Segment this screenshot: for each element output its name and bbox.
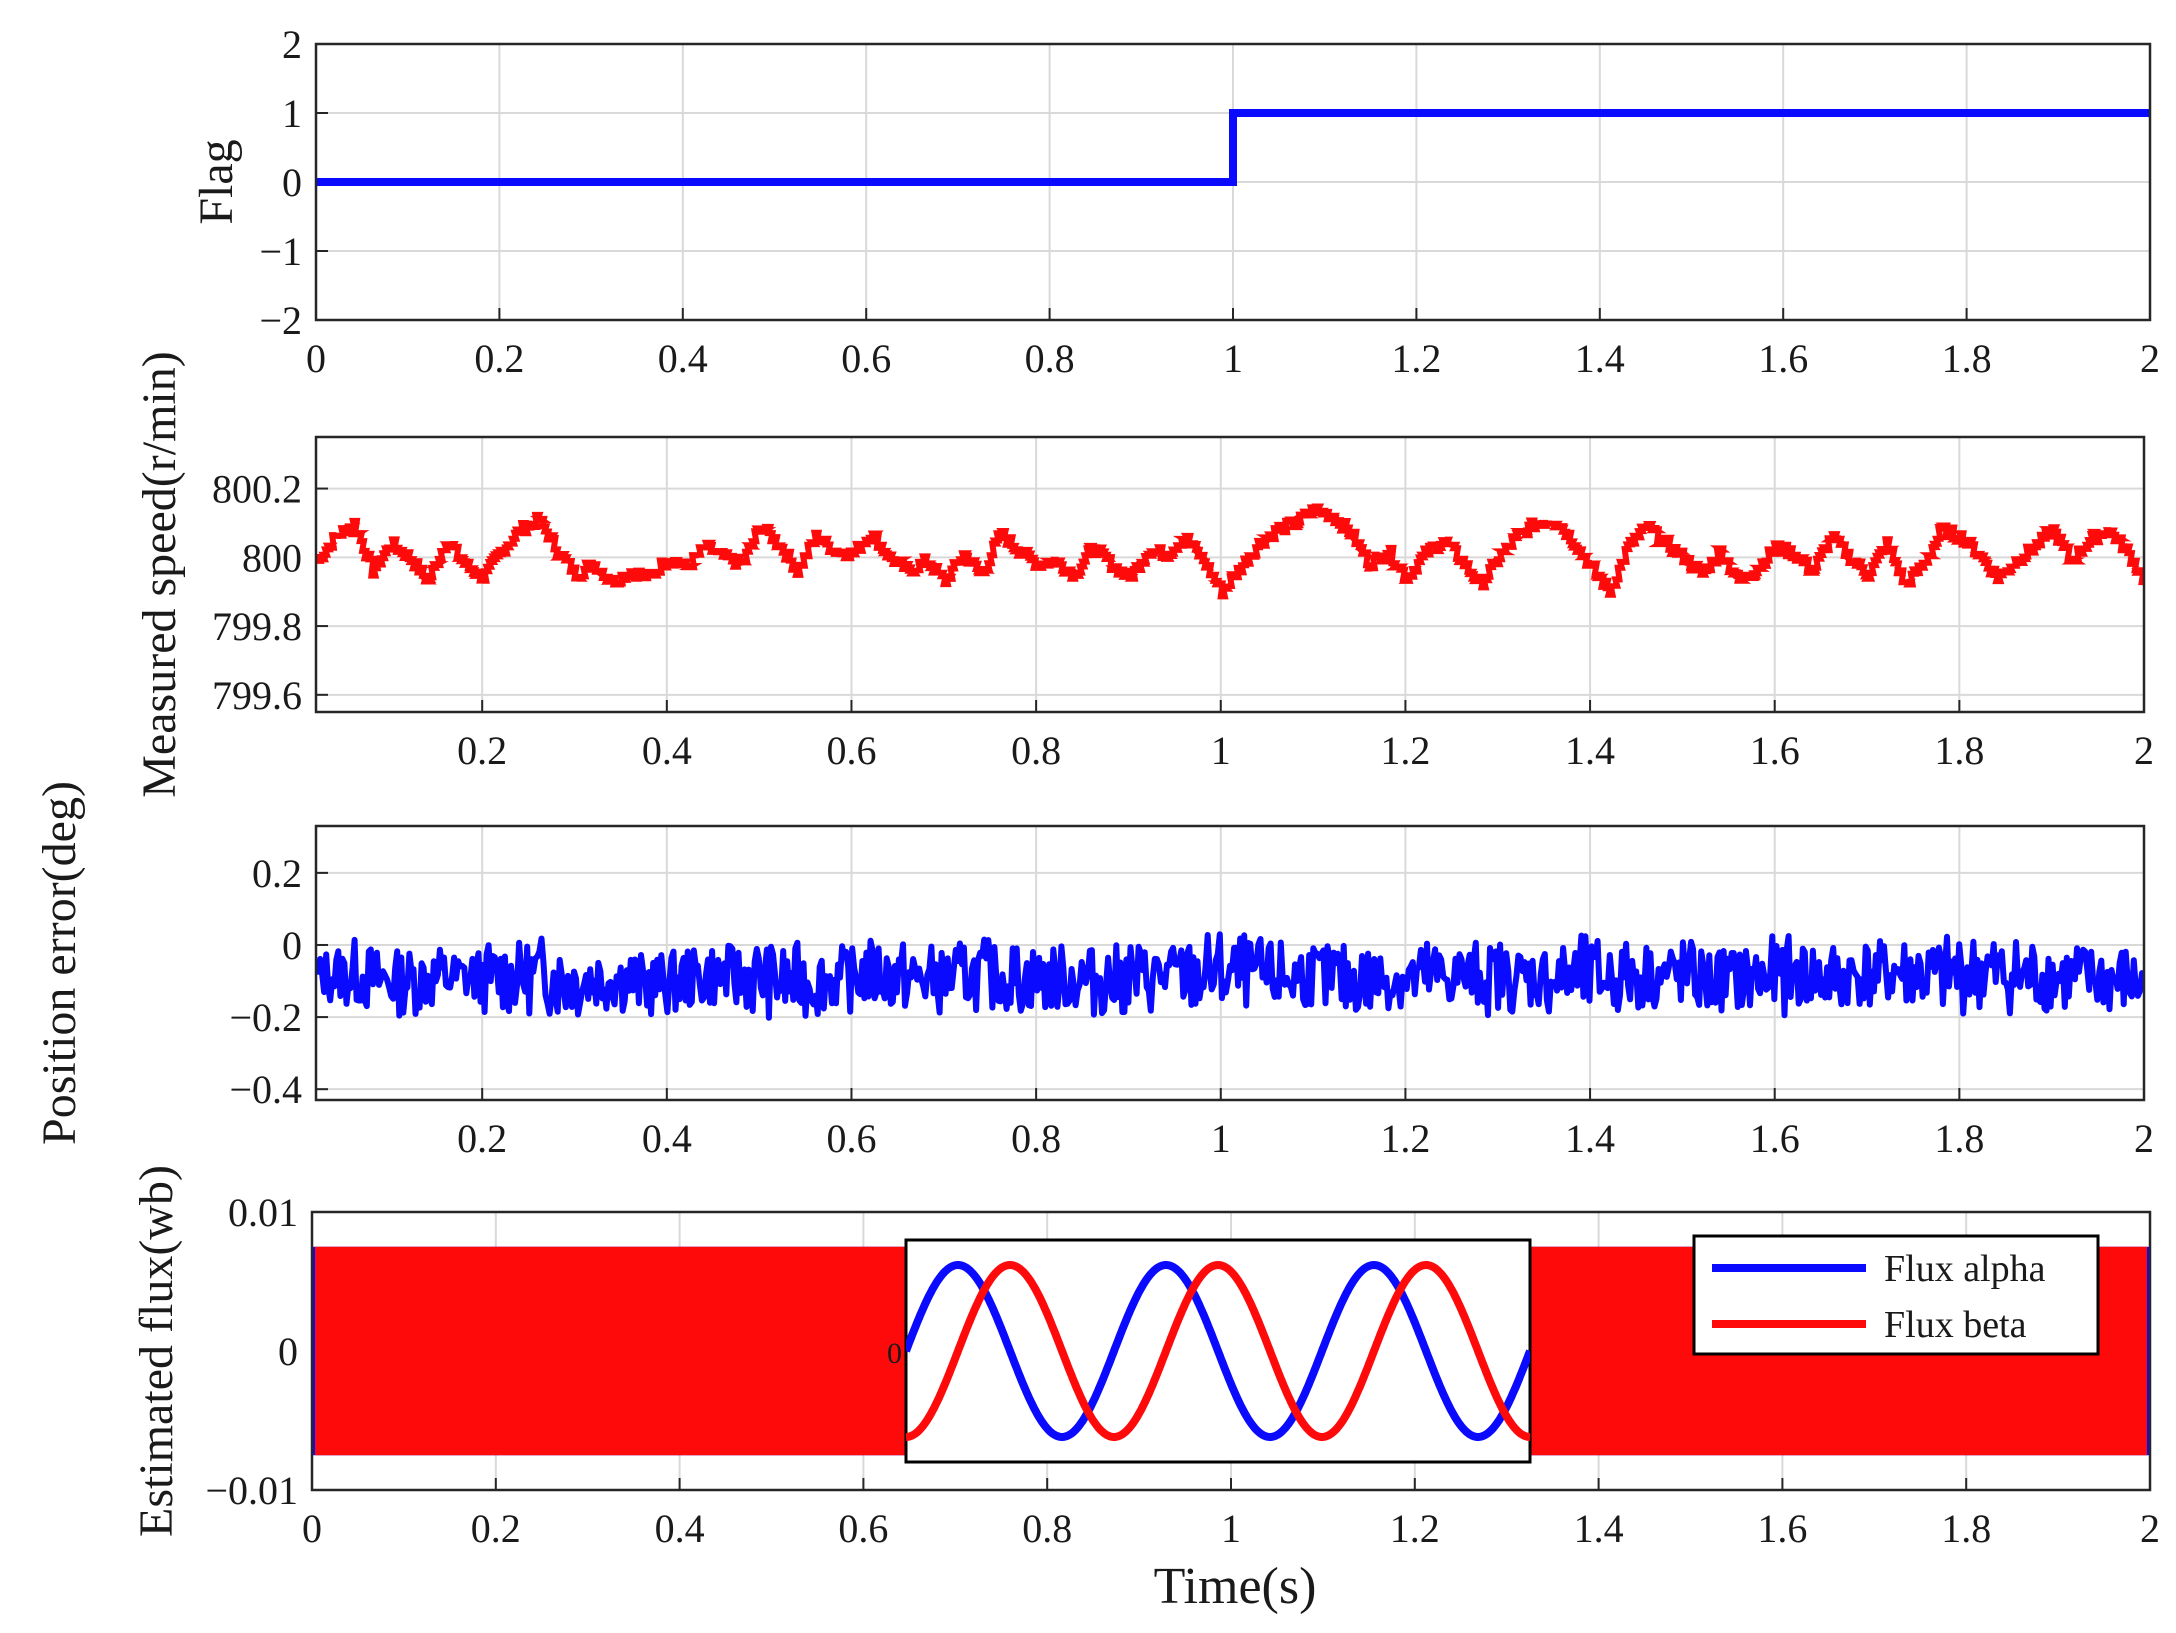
x-tick-label: 0.8 (1025, 336, 1075, 381)
x-tick-label: 0.8 (1011, 1116, 1061, 1161)
x-tick-label: 0.6 (841, 336, 891, 381)
inset-data (906, 1260, 1530, 1442)
y-tick-label: 799.6 (212, 673, 302, 718)
axes-frame (310, 1210, 2152, 1492)
figure-xlabel: Time(s) (1154, 1558, 1317, 1615)
y-tick-label: 0 (282, 923, 302, 968)
x-tick-label: 1 (1223, 336, 1243, 381)
x-tick-label: 1.4 (1565, 1116, 1615, 1161)
legend-label: Flux alpha (1884, 1248, 2046, 1290)
x-tick-label: 1.8 (1934, 728, 1984, 773)
x-tick-label: 1 (1221, 1506, 1241, 1551)
y-tick-label: −2 (259, 298, 302, 343)
axes-frame (314, 824, 2146, 1102)
x-tick-label: 0.6 (826, 728, 876, 773)
inset-flux-beta-series (906, 1260, 1530, 1441)
y-tick-label: −0.2 (229, 995, 302, 1040)
x-tick-label: 2 (2140, 1506, 2160, 1551)
x-tick-label: 1 (1211, 1116, 1231, 1161)
x-tick-label: 0.4 (655, 1506, 705, 1551)
flag-series (316, 109, 2150, 186)
x-tick-label: 0.4 (658, 336, 708, 381)
y-axis-label: Position error(deg) (33, 781, 86, 1145)
x-tick-label: 1.6 (1757, 1506, 1807, 1551)
x-tick-label: 1.8 (1942, 336, 1992, 381)
x-tick-label: 0 (302, 1506, 322, 1551)
y-tick-label: 0 (278, 1329, 298, 1374)
y-tick-label: −0.01 (205, 1468, 298, 1513)
axes-frame (314, 42, 2152, 322)
x-tick-label: 0.6 (826, 1116, 876, 1161)
y-tick-label: 0.2 (252, 851, 302, 896)
y-axis-label: Estimated flux(wb) (130, 1165, 183, 1537)
plot-data (316, 109, 2150, 186)
x-tick-label: 1.4 (1565, 728, 1615, 773)
x-tick-label: 1.2 (1380, 1116, 1430, 1161)
plot-data (316, 931, 2144, 1021)
position-error-panel: 0.2 0.4 0.6 0.8 1 1.2 1.4 1.6 1.8 2 −0.4 −0.2 0 0.2 Po… (33, 781, 2154, 1161)
x-tick-label: 1 (1211, 728, 1231, 773)
plot-data (316, 503, 2144, 600)
speed-series (316, 503, 2144, 600)
x-tick-label: 2 (2140, 336, 2160, 381)
y-tick-label: 2 (282, 22, 302, 67)
x-tick-label: 1.6 (1750, 728, 1800, 773)
inset-y-tick-label: 0 (887, 1337, 902, 1370)
y-axis-label: Measured speed(r/min) (133, 351, 186, 798)
x-tick-label: 0.8 (1022, 1506, 1072, 1551)
flag-panel: 0 0.2 0.4 0.6 0.8 1 1.2 1.4 1.6 1.8 2 −2 −1 0 1 2 Flag (190, 22, 2160, 381)
x-tick-label: 1.4 (1575, 336, 1625, 381)
x-tick-label: 1.2 (1391, 336, 1441, 381)
y-tick-label: 800.2 (212, 467, 302, 512)
y-tick-label: −1 (259, 229, 302, 274)
x-tick-label: 1.8 (1941, 1506, 1991, 1551)
speed-panel: 0.2 0.4 0.6 0.8 1 1.2 1.4 1.6 1.8 2 799.6 799.8 800 8… (133, 351, 2154, 798)
inset-flux-alpha-series (906, 1260, 1530, 1442)
legend-label: Flux beta (1884, 1304, 2027, 1346)
x-tick-label: 0.4 (642, 728, 692, 773)
y-tick-label: 800 (242, 535, 302, 580)
x-tick-label: 1.4 (1574, 1506, 1624, 1551)
x-tick-label: 1.8 (1934, 1116, 1984, 1161)
x-tick-label: 0.8 (1011, 728, 1061, 773)
y-axis-label: Flag (190, 139, 243, 224)
legend-box (1692, 1234, 2100, 1356)
x-tick-label: 0.4 (642, 1116, 692, 1161)
x-tick-label: 1.6 (1758, 336, 1808, 381)
y-tick-label: 0 (282, 160, 302, 205)
x-tick-label: 0.2 (471, 1506, 521, 1551)
position-error-series (316, 931, 2144, 1021)
x-tick-label: 0.2 (457, 1116, 507, 1161)
axes-frame (314, 435, 2146, 714)
x-tick-label: 0.2 (474, 336, 524, 381)
x-tick-label: 0.2 (457, 728, 507, 773)
y-tick-label: 0.01 (228, 1190, 298, 1235)
y-tick-label: 1 (282, 91, 302, 136)
x-tick-label: 0.6 (838, 1506, 888, 1551)
x-tick-label: 2 (2134, 728, 2154, 773)
y-tick-label: 799.8 (212, 604, 302, 649)
x-tick-label: 1.2 (1380, 728, 1430, 773)
y-tick-label: −0.4 (229, 1067, 302, 1112)
x-tick-label: 2 (2134, 1116, 2154, 1161)
x-tick-label: 1.2 (1390, 1506, 1440, 1551)
x-tick-label: 0 (306, 336, 326, 381)
x-tick-label: 1.6 (1750, 1116, 1800, 1161)
flux-panel: 0 0.2 0.4 0.6 0.8 1 1.2 1.4 1.6 1.8 2−0.0100.01Est… (130, 1165, 2160, 1551)
